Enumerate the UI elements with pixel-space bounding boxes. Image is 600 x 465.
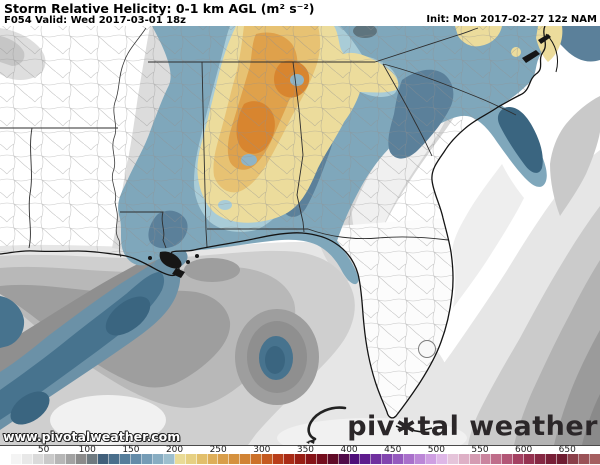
logo-swoosh-icon [306, 406, 347, 444]
color-scale-labels: 50 100 150 200 250 300 350 400 450 500 550 600 650 [37, 445, 576, 455]
logo-text-tal-weather: tal weather [417, 411, 598, 442]
watermark: www.pivotalweather.com [3, 429, 181, 444]
lake-okeechobee [418, 340, 436, 358]
helicity-map [0, 26, 600, 445]
map-area [0, 26, 600, 445]
gulf-helicity-band [0, 249, 293, 430]
forecast-valid-time: F054 Valid: Wed 2017-03-01 18z [4, 15, 186, 26]
coastline [0, 26, 546, 419]
product-title: Storm Relative Helicity: 0-1 km AGL (m² … [4, 1, 315, 16]
florida-keys [395, 425, 433, 433]
logo-gear-icon: ✱ [395, 413, 417, 441]
header-band: Storm Relative Helicity: 0-1 km AGL (m² … [0, 0, 600, 26]
outer-banks [545, 33, 559, 73]
marsh-details [148, 34, 551, 278]
pivotal-weather-logo: piv ✱ tal weather [305, 406, 598, 444]
state-borders [0, 27, 517, 249]
logo-text-piv: piv [347, 411, 395, 442]
mississippi-river [111, 27, 147, 258]
model-init-time: Init: Mon 2017-02-27 12z NAM [426, 14, 597, 25]
color-scale-bar [0, 454, 600, 464]
color-scale: 50 100 150 200 250 300 350 400 450 500 550 600 650 [0, 445, 600, 465]
